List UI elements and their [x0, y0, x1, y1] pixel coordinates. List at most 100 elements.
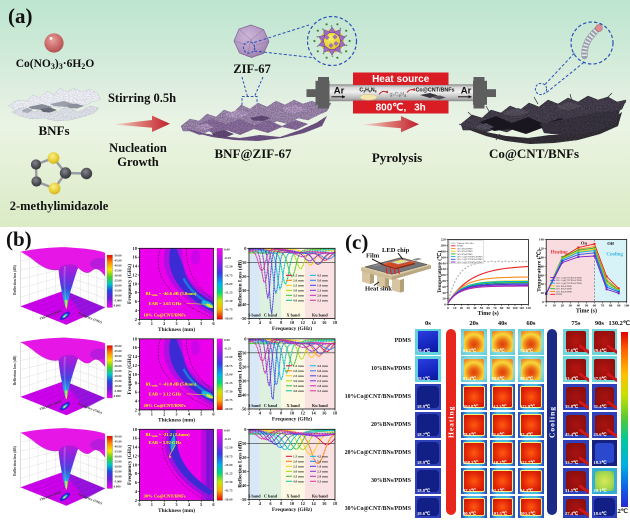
svg-text:30% Co@CNT/BNs/PDMS: 30% Co@CNT/BNs/PDMS [556, 277, 583, 279]
svg-text:60: 60 [541, 273, 545, 277]
svg-text:-18.75: -18.75 [224, 454, 233, 458]
svg-text:6: 6 [212, 502, 215, 507]
svg-text:20% Co@CNT/BNFs: 20% Co@CNT/BNFs [144, 403, 186, 408]
svg-text:-5.000: -5.000 [114, 480, 122, 484]
svg-text:1.8 mm: 1.8 mm [317, 284, 328, 288]
svg-text:EAB = 3.12 GHz: EAB = 3.12 GHz [149, 391, 182, 396]
svg-text:5: 5 [200, 321, 203, 326]
svg-text:20% Co@CNT/BNs/PDMS: 20% Co@CNT/BNs/PDMS [556, 280, 583, 282]
svg-text:C band: C band [264, 312, 278, 317]
svg-text:Time (s): Time (s) [478, 310, 499, 317]
svg-text:-37.50: -37.50 [224, 390, 233, 394]
svg-text:4.5 mm: 4.5 mm [317, 364, 328, 368]
svg-text:0: 0 [542, 300, 544, 304]
svg-text:8: 8 [135, 381, 138, 386]
svg-text:-20: -20 [241, 364, 248, 369]
svg-text:1: 1 [151, 321, 153, 326]
svg-text:3: 3 [175, 321, 178, 326]
svg-text:14: 14 [311, 501, 316, 506]
svg-text:-10.00: -10.00 [114, 384, 122, 388]
svg-text:RLmin = -43.0 dB (5.0mm): RLmin = -43.0 dB (5.0mm) [146, 381, 197, 387]
svg-text:Co@CNT/BNFs: Co@CNT/BNFs [415, 88, 454, 94]
svg-text:-45.00: -45.00 [114, 440, 122, 444]
svg-text:4.0 mm: 4.0 mm [293, 480, 304, 484]
svg-text:0: 0 [244, 246, 247, 251]
svg-text:-25.00: -25.00 [114, 279, 122, 283]
svg-text:-31.25: -31.25 [224, 472, 233, 476]
svg-text:2.5 mm: 2.5 mm [293, 284, 304, 288]
svg-text:-10.00: -10.00 [114, 294, 122, 298]
svg-text:60: 60 [487, 306, 491, 310]
svg-text:14: 14 [133, 354, 138, 359]
svg-text:Frequency (GHz): Frequency (GHz) [272, 506, 312, 513]
svg-text:S band: S band [248, 493, 261, 498]
svg-text:-6.25: -6.25 [224, 256, 231, 260]
svg-text:2: 2 [135, 407, 137, 412]
svg-text:-37.50: -37.50 [224, 299, 233, 303]
svg-text:1.8 mm: 1.8 mm [317, 374, 328, 378]
svg-text:6: 6 [269, 411, 272, 416]
svg-text:-35.00: -35.00 [114, 269, 122, 273]
svg-text:50: 50 [585, 304, 589, 308]
svg-text:Ar: Ar [334, 86, 345, 97]
svg-text:18: 18 [333, 320, 338, 325]
svg-text:30% BNs/PDMS: 30% BNs/PDMS [457, 254, 473, 256]
svg-text:-20: -20 [241, 274, 248, 279]
svg-text:20: 20 [541, 291, 545, 295]
svg-text:3.5 mm: 3.5 mm [293, 294, 304, 298]
svg-text:Temperature (℃): Temperature (℃) [436, 251, 443, 294]
svg-text:-30: -30 [241, 288, 248, 293]
svg-text:140: 140 [441, 261, 446, 265]
svg-text:10: 10 [290, 501, 295, 506]
svg-text:Frequency (GHz): Frequency (GHz) [272, 415, 312, 422]
svg-text:2.3 mm: 2.3 mm [317, 379, 328, 383]
svg-text:-31.25: -31.25 [224, 291, 233, 295]
svg-text:-40.00: -40.00 [114, 445, 122, 449]
svg-text:30% Co@CNT/BNFs: 30% Co@CNT/BNFs [144, 494, 186, 499]
svg-text:-40: -40 [241, 302, 248, 307]
svg-text:4: 4 [259, 411, 262, 416]
svg-text:-20: -20 [241, 455, 248, 460]
svg-text:Ku band: Ku band [312, 493, 328, 498]
svg-text:16: 16 [133, 345, 138, 350]
svg-text:-10: -10 [241, 260, 248, 265]
svg-text:-20.00: -20.00 [114, 284, 122, 288]
svg-text:800℃, 3h: 800℃, 3h [376, 103, 426, 114]
svg-text:-5.000: -5.000 [114, 299, 122, 303]
svg-text:2: 2 [163, 502, 165, 507]
svg-text:-25.00: -25.00 [224, 282, 233, 286]
svg-text:16: 16 [322, 501, 327, 506]
svg-text:140: 140 [539, 238, 544, 242]
svg-text:-12.50: -12.50 [224, 355, 233, 359]
svg-text:4.0 mm: 4.0 mm [293, 389, 304, 393]
svg-text:-45.00: -45.00 [114, 349, 122, 353]
svg-text:4: 4 [135, 308, 138, 313]
svg-text:30: 30 [466, 306, 470, 310]
svg-text:5: 5 [200, 502, 203, 507]
svg-text:0: 0 [138, 321, 141, 326]
svg-text:12: 12 [301, 320, 305, 325]
svg-text:0: 0 [138, 502, 141, 507]
svg-text:80: 80 [500, 306, 504, 310]
svg-text:100: 100 [539, 256, 544, 260]
svg-text:-50.00: -50.00 [224, 497, 233, 501]
svg-text:-43.75: -43.75 [224, 308, 233, 312]
svg-text:18: 18 [333, 501, 338, 506]
svg-text:Frequency (GHz): Frequency (GHz) [126, 354, 133, 394]
svg-text:20% BNs/PDMS: 20% BNs/PDMS [457, 251, 473, 253]
svg-text:14: 14 [311, 411, 316, 416]
svg-text:4: 4 [135, 489, 138, 494]
svg-text:On: On [581, 241, 588, 246]
svg-text:10% Co@CNT/BNs/PDMS: 10% Co@CNT/BNs/PDMS [457, 257, 484, 259]
svg-text:-50: -50 [241, 497, 248, 502]
svg-text:30: 30 [569, 304, 573, 308]
svg-text:8: 8 [280, 411, 283, 416]
svg-text:Heat source: Heat source [372, 74, 430, 85]
svg-text:3.0 mm: 3.0 mm [293, 289, 304, 293]
svg-text:12: 12 [301, 411, 305, 416]
svg-text:220: 220 [441, 238, 446, 242]
svg-text:6: 6 [269, 501, 272, 506]
svg-text:S band: S band [248, 403, 261, 408]
svg-text:3.3 mm: 3.3 mm [317, 389, 328, 393]
svg-text:Thickness (mm): Thickness (mm) [158, 326, 195, 333]
